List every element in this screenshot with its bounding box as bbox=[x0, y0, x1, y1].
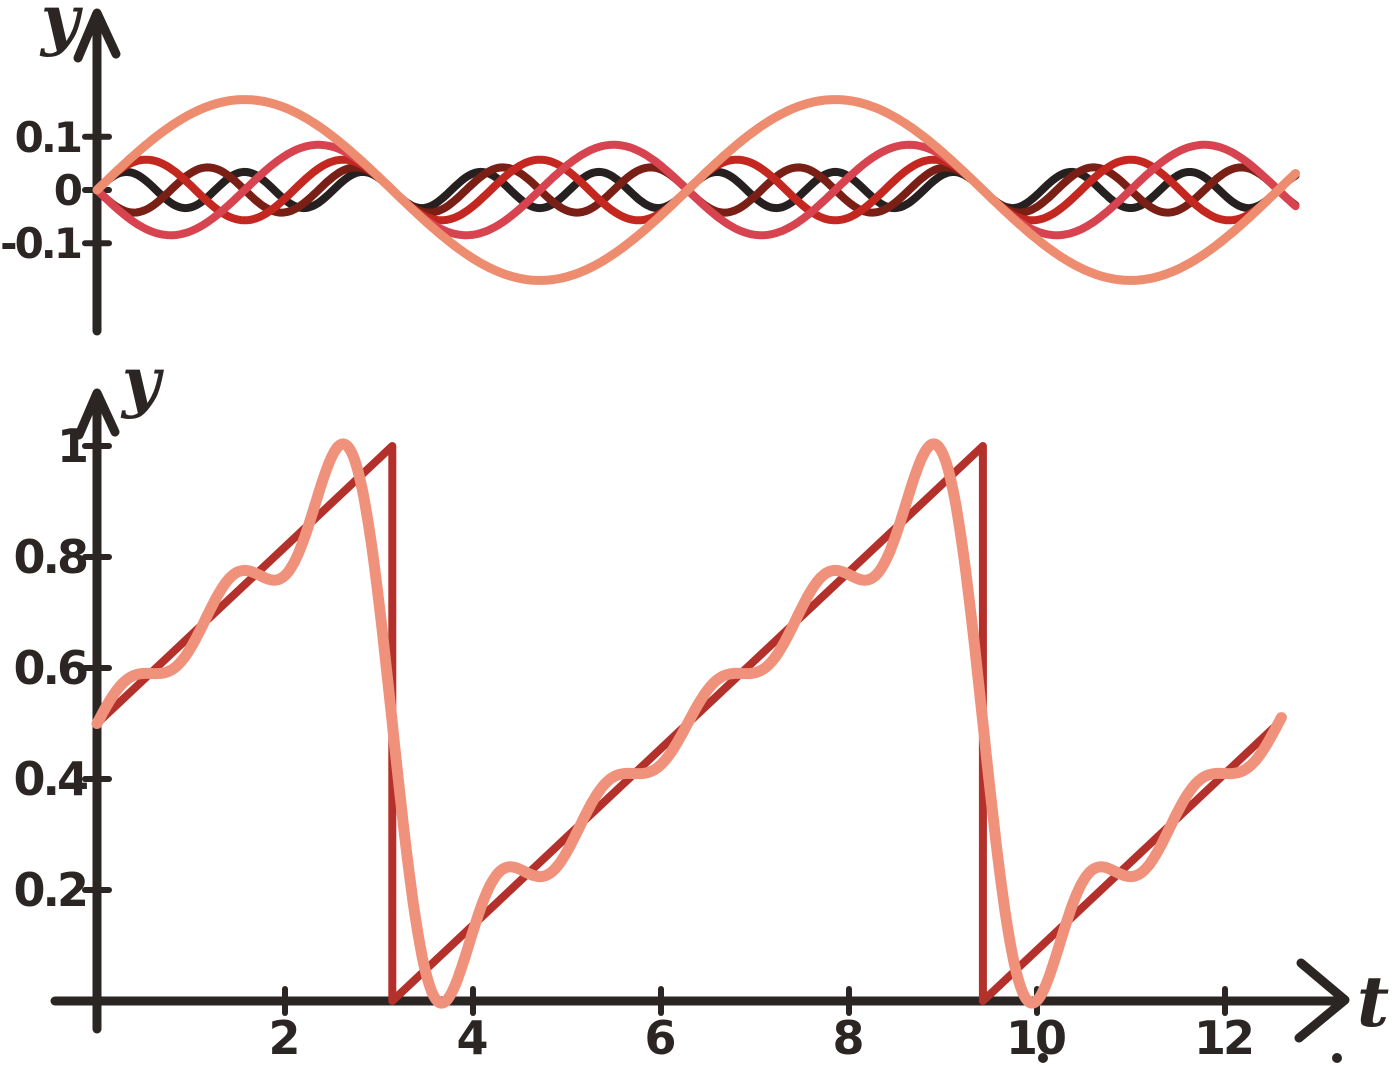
bottom-chart-sawtooth: 0.20.40.60.812 4 6 8 10 12 bbox=[14, 388, 1350, 1065]
bottom-y-tick-label: 0.8 bbox=[14, 530, 87, 584]
stray-ink-dot bbox=[1038, 1053, 1048, 1063]
x-tick-label: 4 bbox=[456, 1011, 486, 1065]
fourier-partial-sum-curve bbox=[91, 438, 1287, 1009]
bottom-y-tick-label: 0.4 bbox=[14, 752, 87, 806]
top-y-tick-label: -0.1 bbox=[0, 219, 81, 268]
bottom-y-axis-label: y bbox=[120, 342, 165, 420]
bottom-y-axis-arrowhead bbox=[74, 388, 120, 440]
stray-ink-dot bbox=[1332, 1053, 1342, 1063]
harmonic-2-curve bbox=[93, 140, 1300, 240]
top-y-tick-label: 0 bbox=[54, 166, 82, 215]
bottom-y-tick-label: 1 bbox=[57, 419, 86, 473]
x-tick-label: 10 bbox=[1006, 1011, 1065, 1065]
top-y-axis-label: y bbox=[39, 0, 84, 58]
top-y-axis-arrowhead bbox=[73, 8, 121, 63]
harmonic-1-curve bbox=[92, 95, 1300, 285]
bottom-y-tick-label: 0.2 bbox=[14, 863, 87, 917]
x-tick-label: 6 bbox=[644, 1011, 674, 1065]
x-tick-label: 12 bbox=[1194, 1011, 1252, 1065]
x-axis-label: t bbox=[1357, 960, 1389, 1043]
x-axis-arrowhead bbox=[1294, 958, 1350, 1043]
x-tick-label: 2 bbox=[268, 1011, 297, 1065]
top-y-tick-label: 0.1 bbox=[15, 113, 81, 162]
x-tick-label: 8 bbox=[832, 1011, 862, 1065]
top-chart-harmonics: 0.10-0.1 bbox=[0, 8, 1300, 336]
bottom-y-tick-label: 0.6 bbox=[14, 641, 87, 695]
